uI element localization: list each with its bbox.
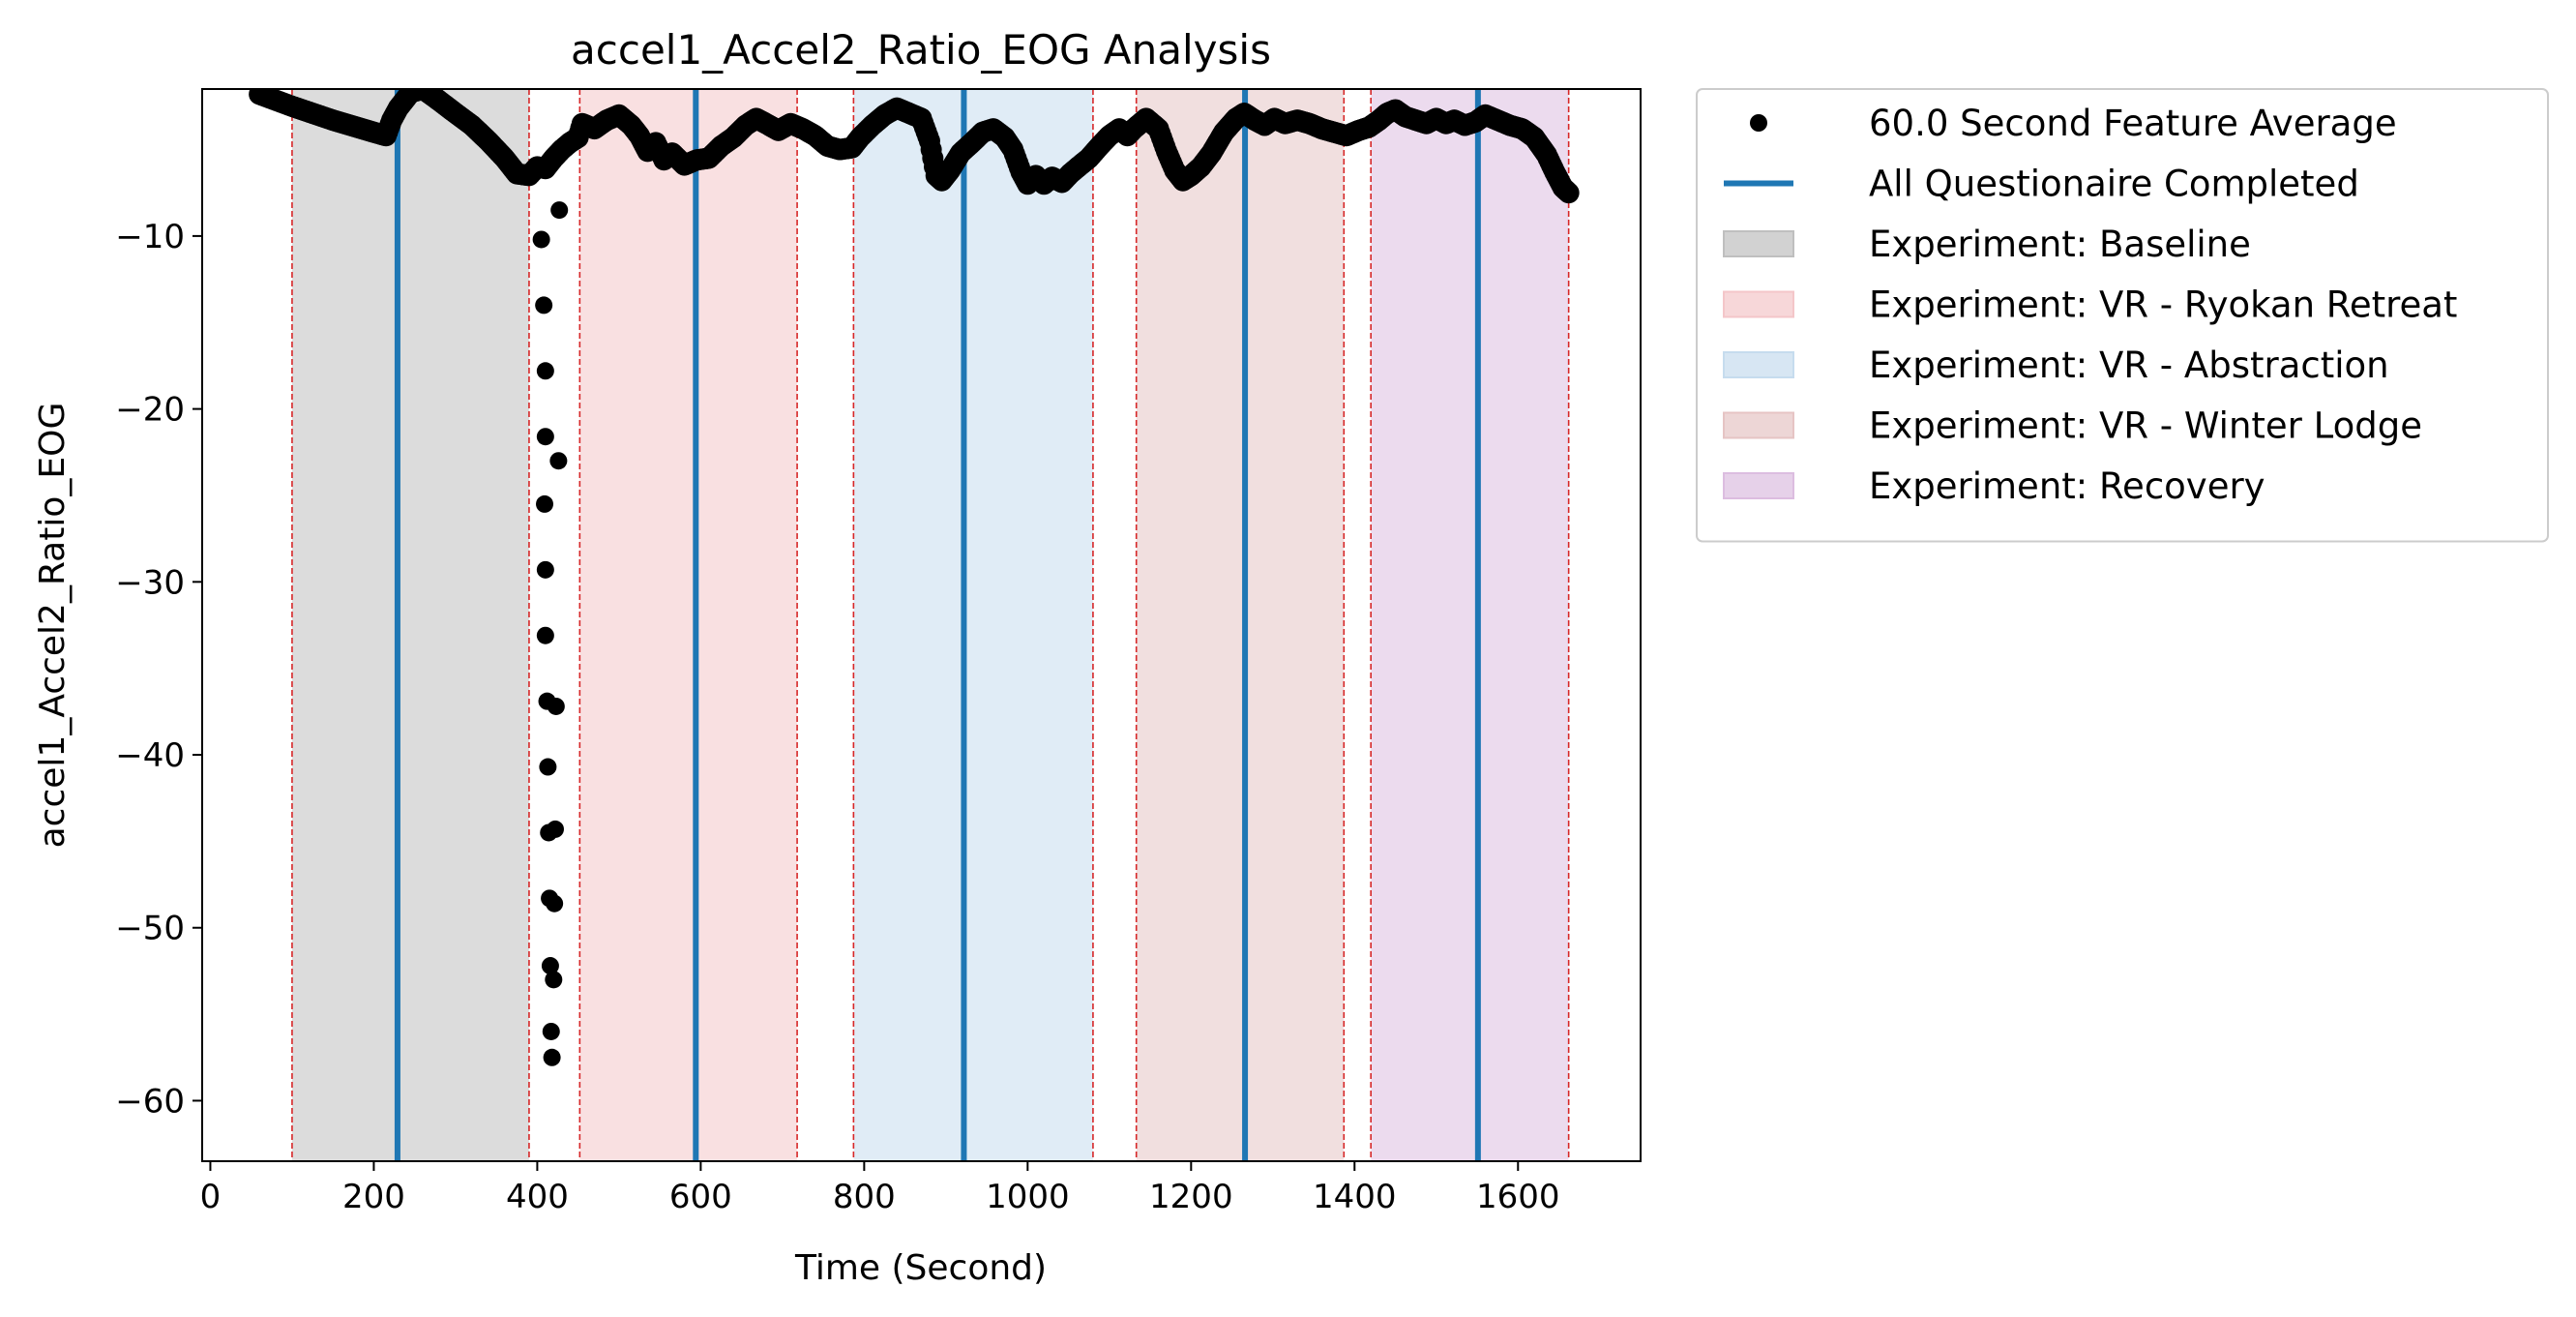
data-point-group: [249, 89, 1580, 1066]
data-point: [536, 626, 554, 644]
x-tick-label: 600: [669, 1178, 732, 1216]
legend-patch-swatch: [1723, 411, 1794, 439]
legend-patch-swatch: [1723, 230, 1794, 257]
legend-entry-label: Experiment: VR - Abstraction: [1869, 344, 2389, 386]
y-tick-label: −20: [115, 391, 185, 430]
data-point: [545, 971, 563, 989]
data-point: [536, 494, 554, 513]
x-tick-label: 1400: [1313, 1178, 1397, 1216]
experiment-band: [1136, 89, 1345, 1161]
legend: 60.0 Second Feature Average All Questiona…: [1696, 88, 2549, 543]
chart-title: accel1_Accel2_Ratio_EOG Analysis: [571, 26, 1271, 74]
x-axis-ticks: 0 200 400 600 800 1000 1200 1400 1600: [200, 1161, 1560, 1216]
legend-patch-swatch: [1723, 290, 1794, 318]
y-axis-label: accel1_Accel2_Ratio_EOG: [33, 403, 73, 849]
legend-box: [1696, 88, 2549, 543]
data-point: [546, 820, 564, 838]
data-point: [547, 697, 565, 715]
legend-entry-label: Experiment: Baseline: [1869, 224, 2251, 265]
legend-marker-swatch: [1750, 114, 1767, 132]
data-point: [1557, 182, 1580, 204]
y-tick-label: −10: [115, 218, 185, 256]
experiment-band: [853, 89, 1093, 1161]
legend-patch-swatch: [1723, 472, 1794, 499]
experiment-band: [1371, 89, 1569, 1161]
data-point: [536, 560, 554, 579]
x-tick-label: 800: [833, 1178, 896, 1216]
legend-entry-label: Experiment: VR - Winter Lodge: [1869, 405, 2422, 447]
experiment-bands: [291, 89, 1570, 1161]
data-point: [543, 1048, 561, 1066]
y-tick-label: −60: [115, 1082, 185, 1121]
experiment-band: [291, 89, 529, 1161]
x-tick-label: 400: [506, 1178, 569, 1216]
plot-frame: [201, 88, 1642, 1162]
x-tick-label: 1000: [986, 1178, 1070, 1216]
legend-entry-label: Experiment: VR - Ryokan Retreat: [1869, 284, 2457, 326]
y-axis-ticks: −10 −20 −30 −40 −50 −60: [115, 218, 202, 1121]
questionnaire-lines: [394, 89, 1481, 1161]
data-points: [249, 89, 1580, 1066]
x-axis-label: Time (Second): [794, 1248, 1047, 1288]
legend-entry-label: All Questionaire Completed: [1869, 164, 2359, 205]
x-tick-label: 0: [200, 1178, 222, 1216]
legend-entry-label: Experiment: Recovery: [1869, 465, 2265, 507]
y-tick-label: −30: [115, 563, 185, 602]
data-point: [539, 758, 557, 776]
y-tick-label: −50: [115, 910, 185, 948]
data-point: [535, 296, 553, 314]
experiment-band: [579, 89, 798, 1161]
data-point: [532, 230, 550, 249]
legend-patch-swatch: [1723, 351, 1794, 378]
legend-entry-label: 60.0 Second Feature Average: [1869, 103, 2397, 144]
x-tick-label: 1200: [1149, 1178, 1233, 1216]
data-point: [549, 452, 568, 470]
data-point: [542, 1022, 560, 1040]
data-point: [536, 362, 554, 380]
data-point: [546, 894, 564, 913]
data-point: [541, 957, 559, 975]
data-point: [550, 201, 569, 220]
y-tick-label: −40: [115, 736, 185, 775]
data-point: [536, 428, 554, 446]
x-tick-label: 200: [342, 1178, 405, 1216]
x-tick-label: 1600: [1476, 1178, 1560, 1216]
